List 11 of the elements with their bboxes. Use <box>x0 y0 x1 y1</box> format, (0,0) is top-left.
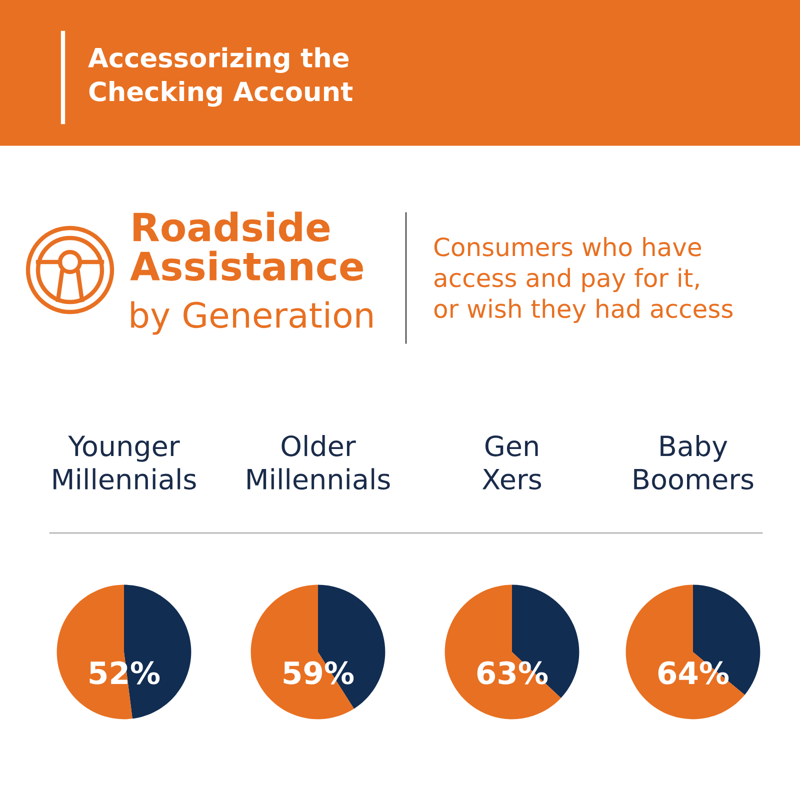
text: Roadside Assistance <box>130 212 363 281</box>
pie-slice <box>626 584 745 720</box>
text: Consumers who have access and pay for it, or wish they had access <box>434 237 732 323</box>
chart-title: Gen Xers <box>482 435 542 490</box>
chart-title: Older Millennials <box>248 434 390 490</box>
text: by Generation <box>131 301 372 335</box>
chart-title: Baby Boomers <box>634 434 754 490</box>
pie-slice <box>444 584 561 720</box>
pie-slice <box>250 584 354 720</box>
chart-title: Younger Millennials <box>54 436 196 490</box>
text: Accessorizing the Checking Account <box>88 47 353 107</box>
